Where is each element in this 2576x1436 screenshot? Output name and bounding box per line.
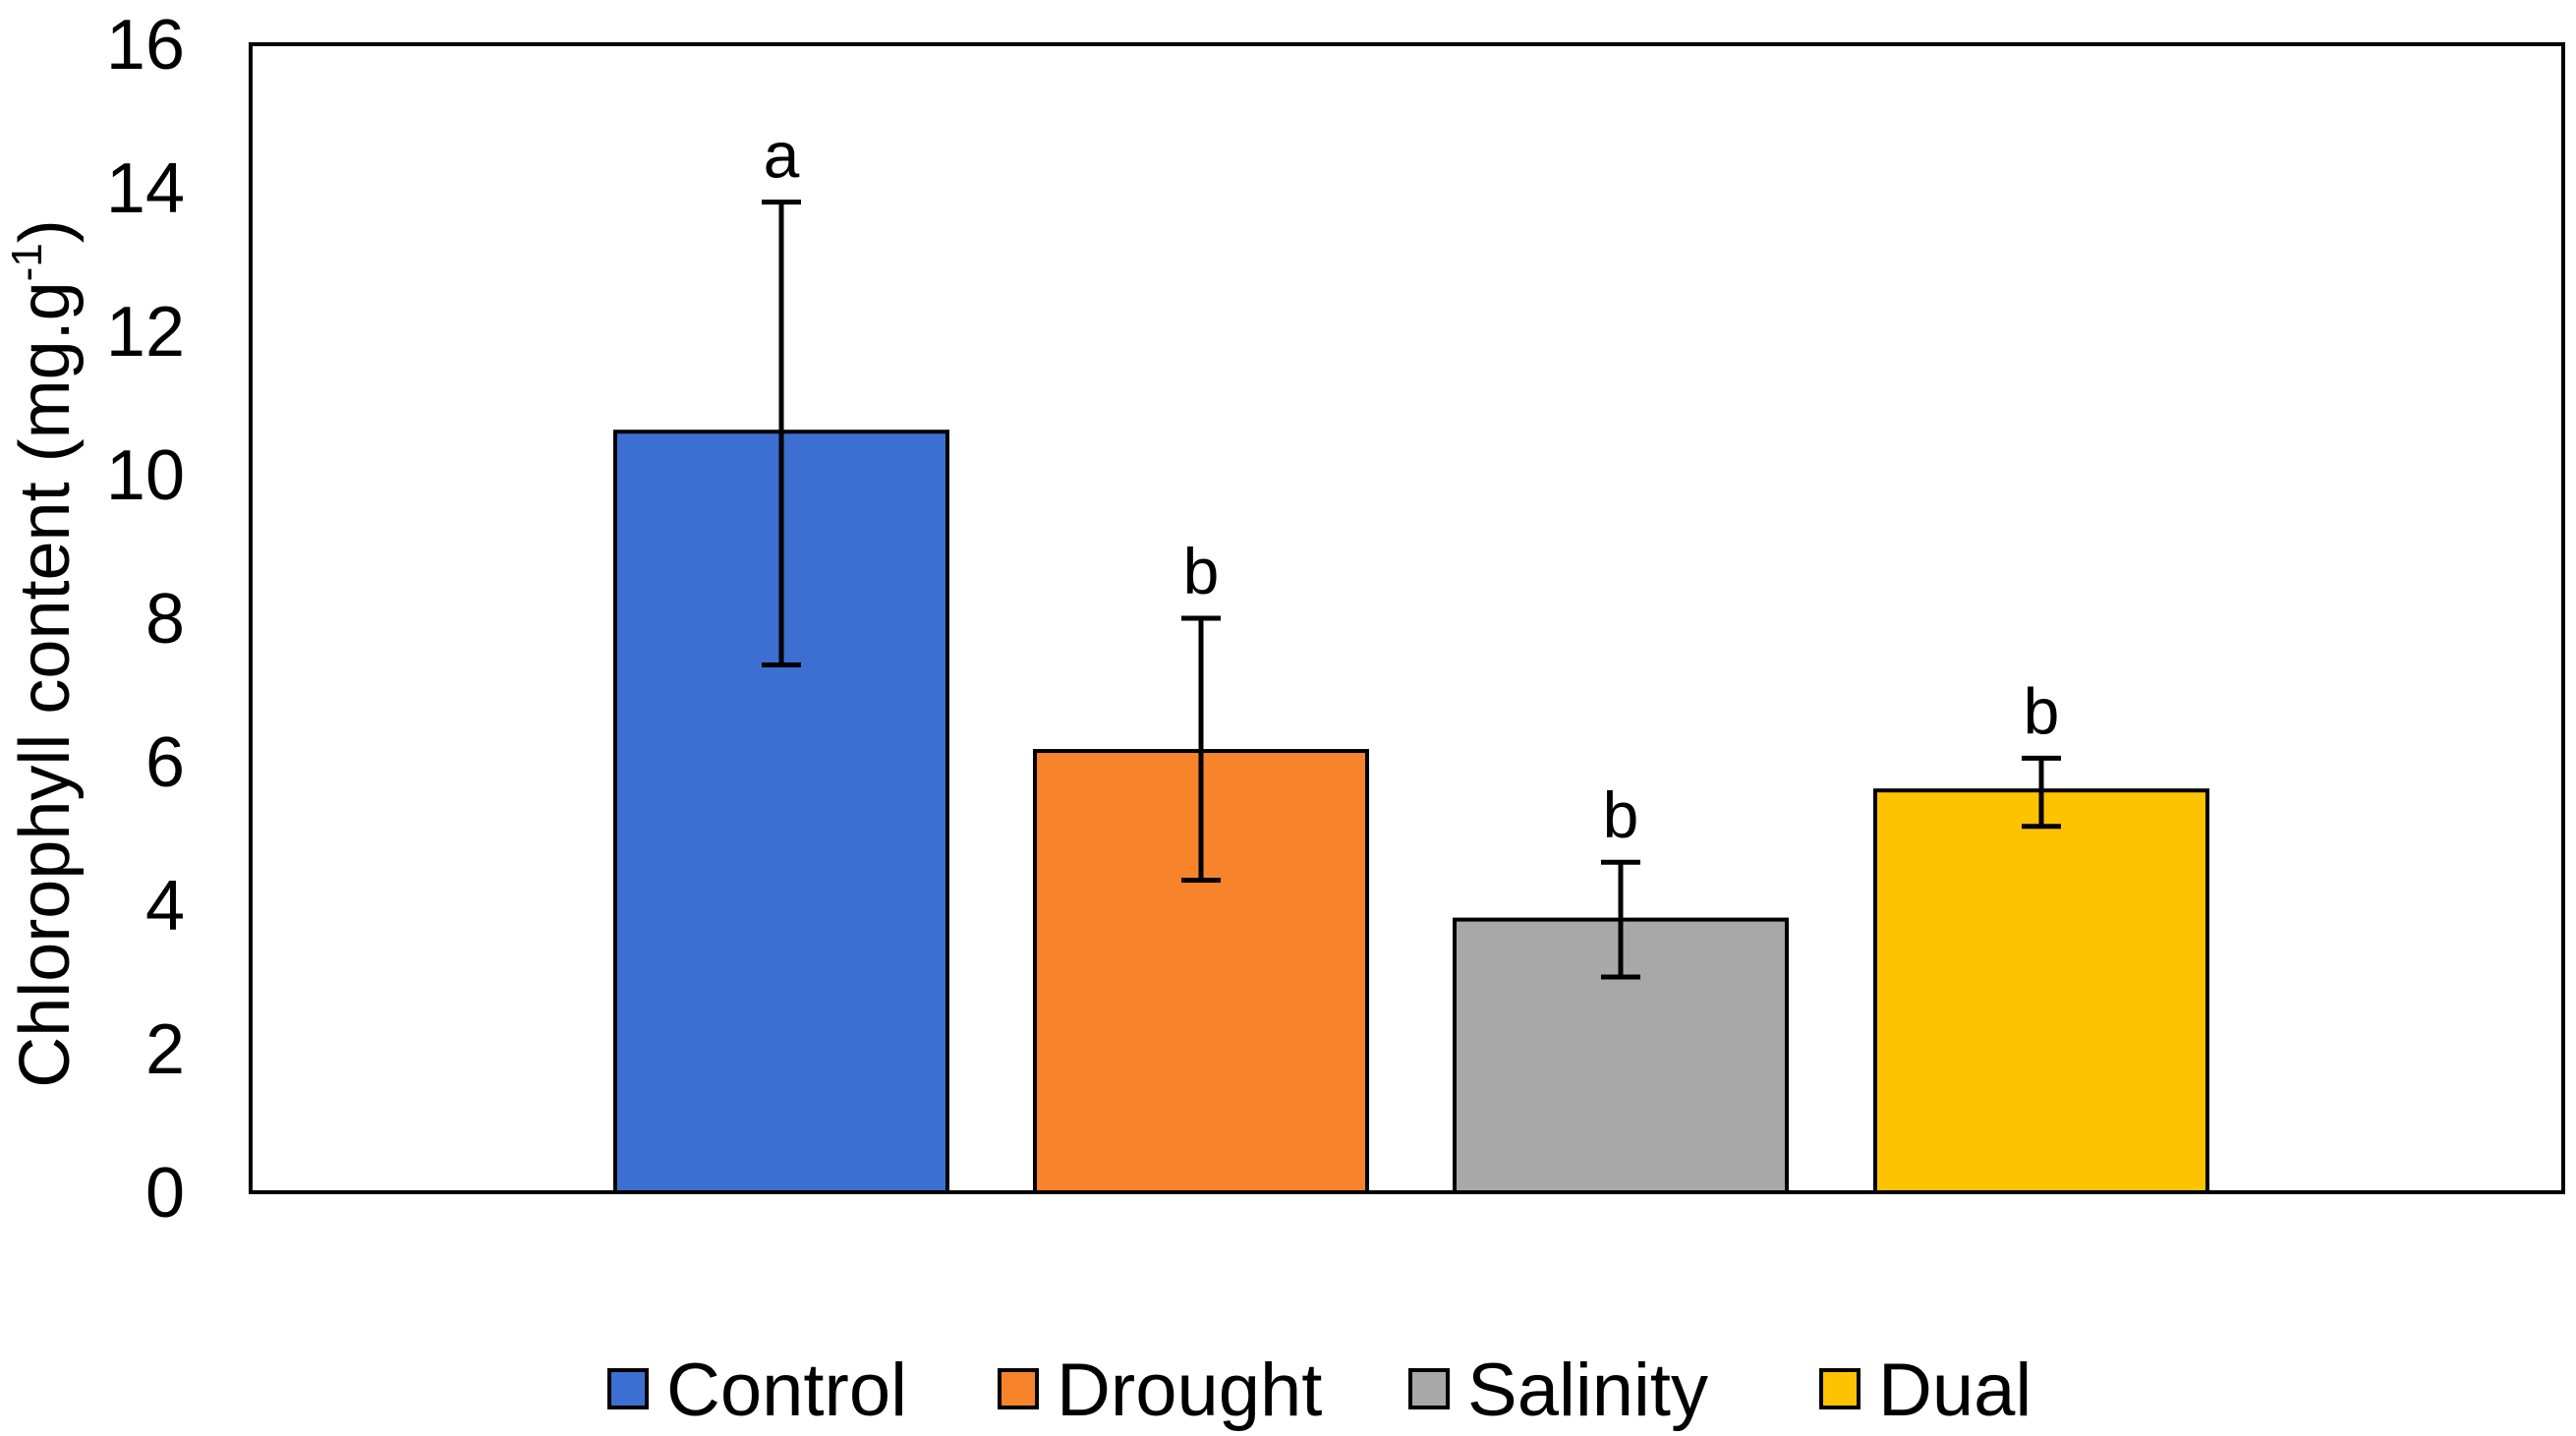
y-axis-title-suffix: )	[6, 219, 85, 243]
legend-item-dual: Dual	[1819, 1349, 2032, 1432]
legend-item-control: Control	[607, 1349, 907, 1432]
legend-label: Dual	[1878, 1349, 2032, 1432]
legend-label: Drought	[1057, 1349, 1322, 1432]
y-axis-title-superscript: -1	[3, 243, 51, 281]
error-bar-salinity	[1601, 859, 1640, 980]
plot-area-frame	[249, 42, 2565, 1194]
legend-item-salinity: Salinity	[1408, 1349, 1708, 1432]
bars	[613, 430, 2209, 1194]
significance-letter: b	[1183, 535, 1220, 607]
y-tick-label: 2	[145, 1010, 185, 1089]
y-axis-title: Chlorophyll content (mg.g-1)	[3, 219, 85, 1088]
y-axis-title-main: Chlorophyll content (mg.g	[6, 281, 85, 1087]
error-bars	[762, 200, 2061, 980]
y-tick-label: 6	[145, 723, 185, 802]
significance-letter: b	[1603, 778, 1639, 851]
significance-letters: a b b b	[764, 119, 2060, 852]
y-tick-label: 14	[106, 149, 185, 228]
significance-letter: b	[2024, 674, 2060, 747]
error-bar-control	[762, 200, 801, 667]
legend-swatch	[1819, 1368, 1860, 1409]
legend-swatch	[998, 1368, 1039, 1409]
legend-label: Salinity	[1467, 1349, 1708, 1432]
y-tick-label: 10	[106, 436, 185, 515]
y-axis-tick-labels: 0 2 4 6 8 10 12 14 16	[106, 6, 185, 1233]
legend-swatch	[1408, 1368, 1450, 1409]
bar-dual	[1873, 788, 2209, 1194]
y-tick-label: 12	[106, 293, 185, 372]
legend-label: Control	[666, 1349, 907, 1432]
y-tick-label: 8	[145, 580, 185, 659]
legend-swatch	[607, 1368, 649, 1409]
y-tick-label: 16	[106, 6, 185, 85]
error-bar-dual	[2022, 755, 2061, 830]
legend: Control Drought Salinity Dual	[607, 1349, 2032, 1432]
legend-item-drought: Drought	[998, 1349, 1322, 1432]
significance-letter: a	[764, 119, 800, 192]
y-tick-label: 0	[145, 1154, 185, 1233]
y-tick-label: 4	[145, 867, 185, 946]
error-bar-drought	[1181, 615, 1221, 883]
